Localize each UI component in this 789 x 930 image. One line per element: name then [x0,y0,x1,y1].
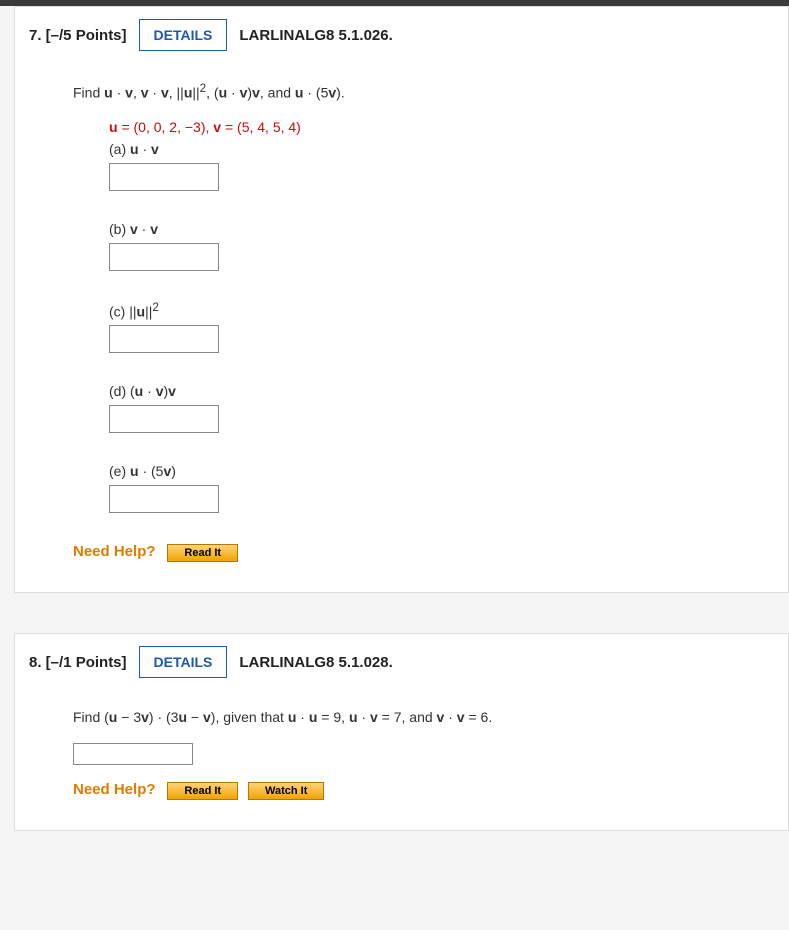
question-7-content: u = (0, 0, 2, −3), v = (5, 4, 5, 4) (a) … [109,119,770,514]
question-8-body: Find (u − 3v) · (3u − v), given that u ·… [15,691,788,830]
question-8-ref: LARLINALG8 5.1.028. [239,654,392,671]
part-d-input[interactable] [109,405,219,433]
question-8-number: 8. [–/1 Points] [29,654,127,671]
need-help-row: Need Help? Read It [73,543,770,562]
details-button[interactable]: DETAILS [139,19,228,51]
question-7-number: 7. [–/5 Points] [29,27,127,44]
read-it-button[interactable]: Read It [167,782,238,800]
part-e-input[interactable] [109,485,219,513]
part-c: (c) ||u||2 [109,301,770,354]
q8-answer-input[interactable] [73,743,193,765]
question-7-prompt: Find u · v, v · v, ||u||2, (u · v)v, and… [73,82,770,101]
part-b-label: (b) v · v [109,221,770,237]
part-a: (a) u · v [109,141,770,191]
part-d: (d) (u · v)v [109,383,770,433]
watch-it-button[interactable]: Watch It [248,782,324,800]
part-b: (b) v · v [109,221,770,271]
question-7-ref: LARLINALG8 5.1.026. [239,27,392,44]
question-7-card: 7. [–/5 Points] DETAILS LARLINALG8 5.1.0… [14,6,789,593]
need-help-label: Need Help? [73,781,156,798]
part-a-label: (a) u · v [109,141,770,157]
details-button[interactable]: DETAILS [139,646,228,678]
part-e-label: (e) u · (5v) [109,463,770,479]
part-a-input[interactable] [109,163,219,191]
need-help-row: Need Help? Read It Watch It [73,781,770,800]
need-help-label: Need Help? [73,543,156,560]
question-8-header: 8. [–/1 Points] DETAILS LARLINALG8 5.1.0… [15,634,788,691]
question-7-header: 7. [–/5 Points] DETAILS LARLINALG8 5.1.0… [15,7,788,64]
part-b-input[interactable] [109,243,219,271]
question-7-body: Find u · v, v · v, ||u||2, (u · v)v, and… [15,64,788,592]
question-8-prompt: Find (u − 3v) · (3u − v), given that u ·… [73,709,770,725]
part-e: (e) u · (5v) [109,463,770,513]
part-c-label: (c) ||u||2 [109,301,770,320]
question-8-card: 8. [–/1 Points] DETAILS LARLINALG8 5.1.0… [14,633,789,831]
part-d-label: (d) (u · v)v [109,383,770,399]
read-it-button[interactable]: Read It [167,544,238,562]
part-c-input[interactable] [109,325,219,353]
vectors-def: u = (0, 0, 2, −3), v = (5, 4, 5, 4) [109,119,770,135]
